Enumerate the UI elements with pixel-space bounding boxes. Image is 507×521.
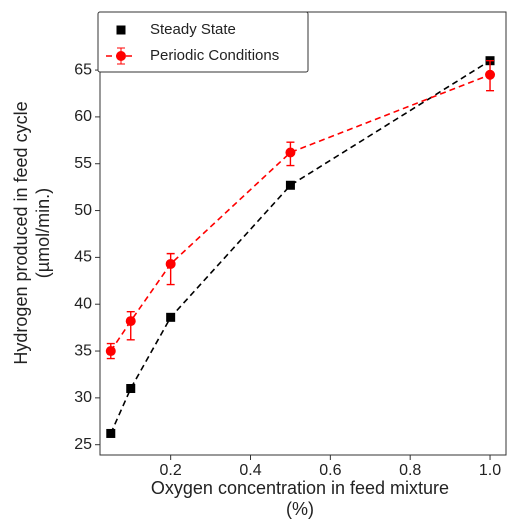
x-tick-label: 1.0 (479, 462, 501, 479)
y-tick-label: 45 (74, 249, 92, 266)
y-axis-label: Hydrogen produced in feed cycle (11, 101, 31, 364)
x-tick-label: 0.4 (239, 462, 261, 479)
legend-box (97, 11, 309, 73)
legend-marker (116, 51, 126, 61)
x-tick-label: 0.6 (319, 462, 341, 479)
y-axis-label: (µmol/min.) (33, 188, 53, 278)
data-point (106, 428, 116, 438)
y-tick-label: 60 (74, 108, 92, 125)
legend-label: Periodic Conditions (150, 47, 279, 64)
error-bar (166, 252, 175, 286)
data-point (125, 316, 136, 327)
y-tick-label: 55 (74, 155, 92, 172)
x-tick-label: 0.2 (160, 462, 182, 479)
data-point (285, 180, 295, 190)
data-point (166, 312, 176, 322)
x-axis-label: Oxygen concentration in feed mixture (151, 478, 449, 498)
legend-marker (116, 25, 126, 35)
axis-labels: Oxygen concentration in feed mixture (%)… (11, 101, 449, 518)
data-point (285, 147, 296, 158)
y-tick-label: 65 (74, 61, 92, 78)
x-tick-label: 0.8 (399, 462, 421, 479)
data-point (485, 69, 496, 80)
y-tick-label: 25 (74, 436, 92, 453)
series-line (110, 60, 491, 434)
plot-frame (99, 11, 507, 456)
y-tick-label: 40 (74, 295, 92, 312)
data-point (105, 346, 116, 357)
y-tick-label: 35 (74, 342, 92, 359)
y-tick-label: 50 (74, 202, 92, 219)
data-point (165, 258, 176, 269)
y-tick-label: 30 (74, 389, 92, 406)
series-line (110, 74, 491, 352)
legend-label: Steady State (150, 21, 236, 38)
data-point (126, 384, 136, 394)
x-axis-label: (%) (286, 499, 314, 519)
